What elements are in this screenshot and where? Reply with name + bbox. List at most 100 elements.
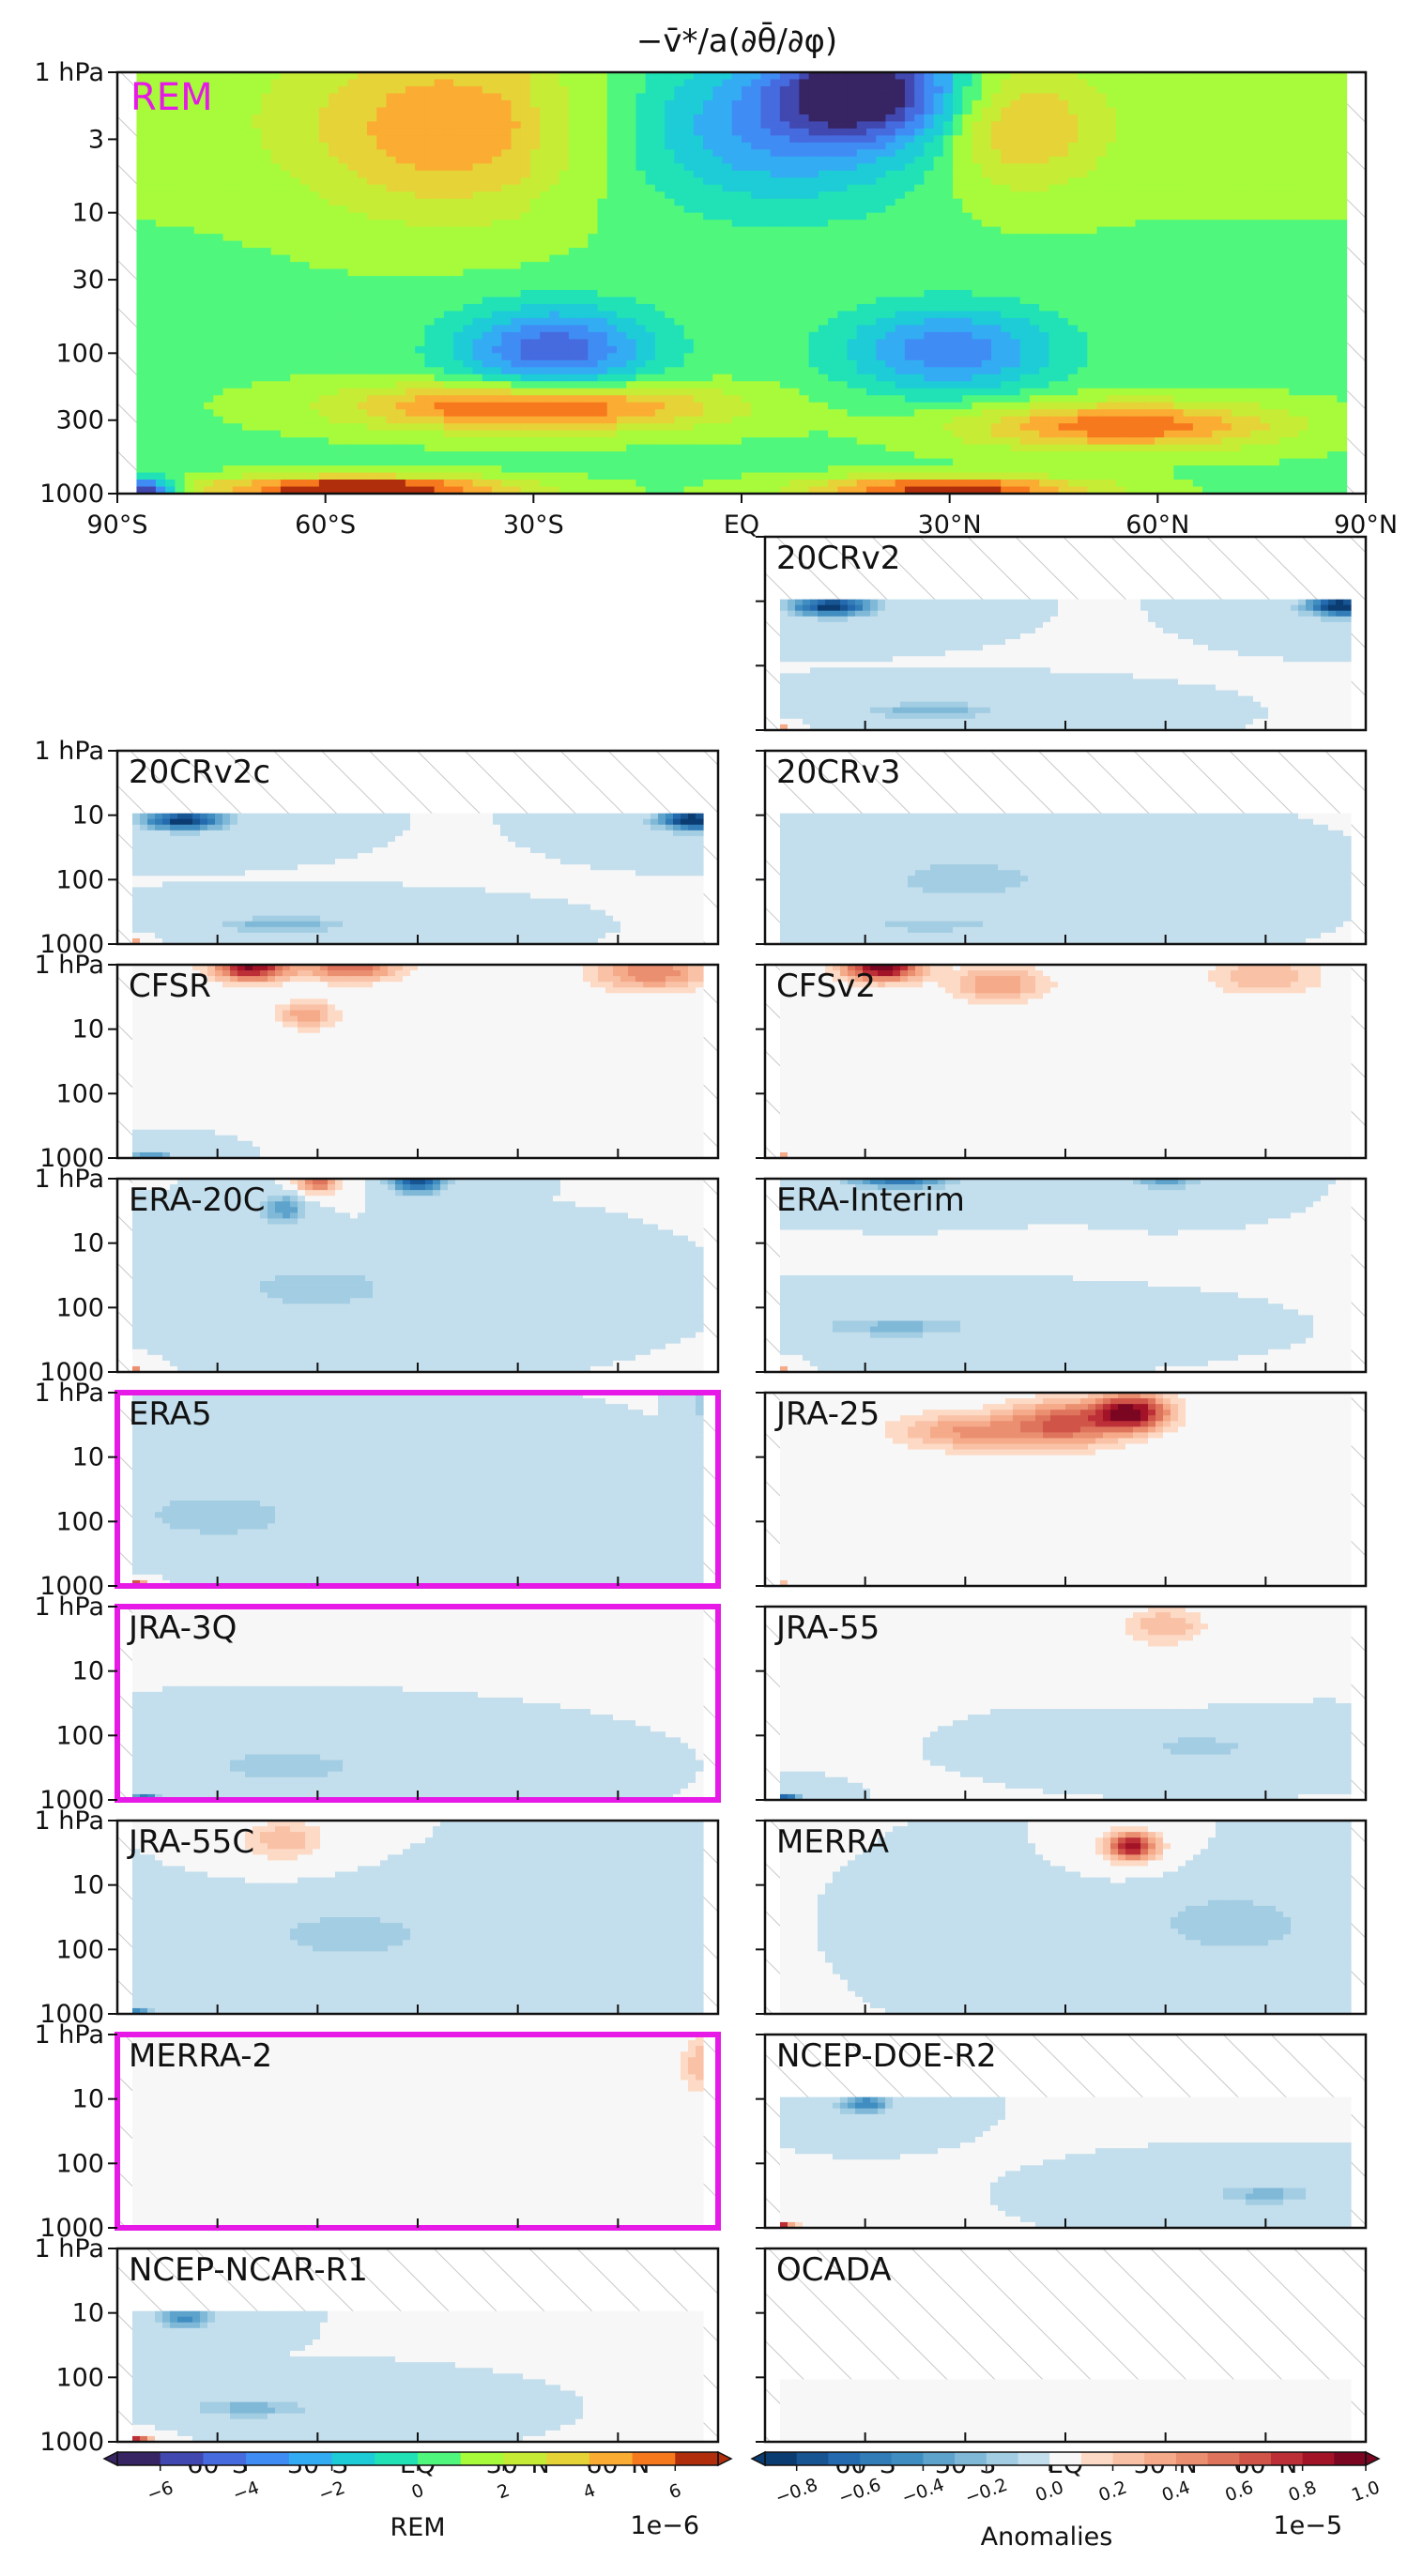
panel-label: ERA-20C [129,1181,266,1219]
colorbar-tick-label: 0.0 [1033,2477,1066,2506]
colorbar-segment [246,2452,289,2465]
y-tick-label: 100 [55,1079,104,1108]
panel-label: NCEP-DOE-R2 [776,2037,997,2075]
colorbar-segment [892,2452,924,2465]
colorbar-tick-label: 0.6 [1222,2477,1256,2506]
y-tick-label: 10 [72,1871,104,1900]
colorbar-tick-label: −0.6 [836,2475,884,2508]
panel-label: ERA5 [129,1395,212,1433]
rem-field [136,72,1347,495]
colorbar-tick-label: −0.8 [773,2475,820,2508]
colorbar-rem-scale: 1e−6 [630,2511,699,2540]
colorbar-tick-label: −6 [145,2477,176,2506]
colorbar-tick-label: 0 [409,2480,427,2504]
y-tick-label: 1 hPa [35,2020,105,2050]
colorbar-segment [1113,2452,1145,2465]
anomaly-field [132,2311,704,2443]
y-tick-label: 100 [55,1935,104,1964]
colorbar-tick-label: 4 [580,2480,598,2504]
anomaly-field [132,965,704,1159]
colorbar-segment [117,2452,161,2465]
colorbar-tick-label: 0.4 [1159,2477,1193,2506]
main-y-tick-label: 10 [72,199,104,228]
panel-label: NCEP-NCAR-R1 [129,2251,368,2289]
colorbar-segment [375,2452,418,2465]
y-tick-label: 100 [55,865,104,894]
colorbar-rem-label: REM [390,2513,445,2542]
colorbar-segment [589,2452,633,2465]
panel-label: ERA-Interim [776,1181,965,1219]
panel-jra-25: JRA-25 [756,1393,1366,1587]
y-tick-label: 1 hPa [35,951,105,980]
main-x-tick-label: 60°S [295,511,356,540]
colorbar-segment [1081,2452,1113,2465]
colorbar-segment [1271,2452,1303,2465]
colorbar-segment [1176,2452,1208,2465]
colorbar-tick-label: 1.0 [1349,2477,1383,2506]
panel-label: MERRA-2 [129,2037,272,2075]
main-x-tick-label: EQ [724,511,759,540]
main-y-tick-label: 3 [88,125,104,154]
panel-20crv2: 20CRv2 [756,537,1366,731]
main-x-tick-label: 60°N [1125,511,1189,540]
colorbar-segment [1208,2452,1240,2465]
colorbar-segment [1239,2452,1271,2465]
y-tick-label: 1000 [39,2428,104,2457]
main-x-tick-label: 30°S [503,511,564,540]
y-tick-label: 100 [55,2149,104,2178]
panel-cfsv2: CFSv2 [756,965,1366,1159]
colorbar-tick-label: −2 [316,2477,348,2506]
colorbar-segment [461,2452,504,2465]
colorbar-segment [1049,2452,1081,2465]
figure: −v̄*/a(∂θ̄/∂φ) REM1 hPa31030100300100090… [0,0,1408,2571]
y-tick-label: 10 [72,1657,104,1686]
colorbar-segment [797,2452,829,2465]
panel-label: MERRA [776,1823,889,1861]
y-tick-label: 100 [55,1293,104,1322]
colorbar-segment [633,2452,676,2465]
y-tick-label: 10 [72,1015,104,1044]
panel-label: 20CRv2c [129,754,270,791]
panel-20crv3: 20CRv3 [756,751,1366,945]
colorbar-segment [546,2452,589,2465]
colorbar-tick-label: −0.4 [899,2475,947,2508]
colorbar-segment [332,2452,375,2465]
colorbar-segment [1018,2452,1049,2465]
panel-ncep-ncar-r1: NCEP-NCAR-R11 hPa10100100060°S30°SEQ30°N… [35,2234,719,2479]
panel-merra: MERRA [756,1821,1366,2015]
main-x-tick-label: 90°S [87,511,148,540]
anomaly-field [132,1393,704,1587]
panel-label: OCADA [776,2251,892,2289]
panel-label: JRA-55C [127,1823,254,1861]
y-tick-label: 1 hPa [35,1379,105,1408]
colorbar-segment [765,2452,797,2465]
colorbar-segment [1334,2452,1366,2465]
colorbar-tick-label: 0.2 [1096,2477,1130,2506]
anomaly-field [780,600,1352,731]
y-tick-label: 100 [55,1721,104,1750]
colorbar-segment [923,2452,955,2465]
colorbar-segment [675,2452,718,2465]
panel-label: CFSv2 [776,968,876,1005]
panel-era-interim: ERA-Interim [756,1179,1366,1373]
panel-label: JRA-3Q [127,1609,237,1647]
colorbar-anomalies-scale: 1e−5 [1273,2511,1342,2540]
y-tick-label: 1 hPa [35,737,105,766]
main-y-tick-label: 1000 [39,480,104,509]
chart-title: −v̄*/a(∂θ̄/∂φ) [636,22,837,60]
colorbar-segment [860,2452,892,2465]
anomaly-field [780,2097,1352,2229]
y-tick-label: 1 hPa [35,1593,105,1622]
panel-jra-55: JRA-55 [756,1607,1366,1801]
panel-label: JRA-25 [774,1395,880,1433]
colorbar-tick-label: 0.8 [1286,2477,1320,2506]
colorbar-segment [503,2452,546,2465]
main-y-tick-label: 100 [55,339,104,368]
